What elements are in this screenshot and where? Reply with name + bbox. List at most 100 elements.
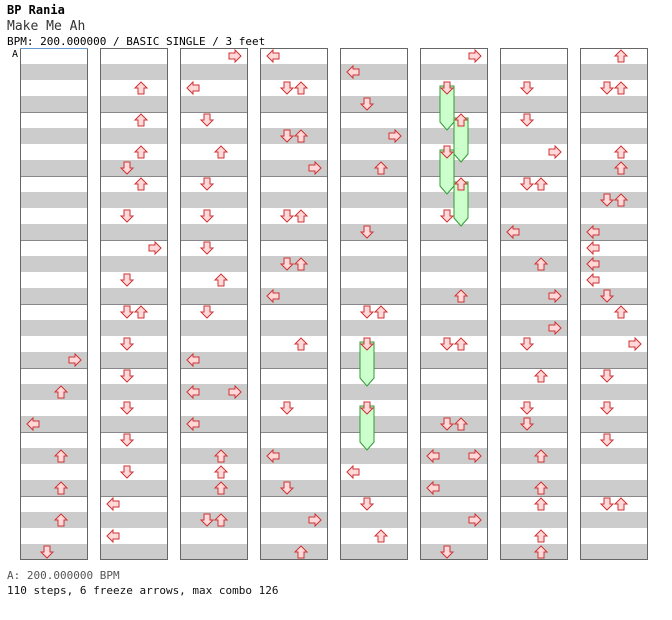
beat-stripe [180, 384, 248, 400]
step-arrow-left [266, 288, 280, 304]
step-arrow-right [68, 352, 82, 368]
beat-stripe [180, 256, 248, 272]
step-arrow-left [26, 416, 40, 432]
beat-stripe [20, 96, 88, 112]
step-arrow-up [613, 161, 629, 175]
beat-stripe [20, 224, 88, 240]
beat-stripe [180, 480, 248, 496]
beat-stripe [100, 224, 168, 240]
step-arrow-up [53, 481, 69, 495]
step-arrow-right [388, 128, 402, 144]
beat-stripe [500, 384, 568, 400]
step-arrow-up [533, 257, 549, 271]
beat-stripe [580, 224, 648, 240]
step-arrow-left [346, 464, 360, 480]
beat-stripe [420, 64, 488, 80]
step-arrow-down [359, 225, 375, 239]
step-arrow-up [453, 337, 469, 351]
beat-stripe [260, 352, 328, 368]
step-arrow-right [148, 240, 162, 256]
beat-stripe [340, 256, 408, 272]
step-arrow-up [613, 497, 629, 511]
beat-stripe [500, 288, 568, 304]
beat-stripe [260, 320, 328, 336]
chart-column [500, 48, 568, 560]
beat-stripe [500, 160, 568, 176]
step-arrow-down [199, 209, 215, 223]
step-arrow-left [586, 272, 600, 288]
chart-column [580, 48, 648, 560]
beat-stripe [580, 160, 648, 176]
step-arrow-up [533, 497, 549, 511]
beat-stripe [260, 192, 328, 208]
step-arrow-right [468, 448, 482, 464]
step-arrow-down [599, 81, 615, 95]
step-arrow-up [613, 193, 629, 207]
beat-stripe [180, 128, 248, 144]
beat-stripe [260, 96, 328, 112]
step-arrow-down [439, 337, 455, 351]
step-arrow-down [439, 417, 455, 431]
step-arrow-down [119, 337, 135, 351]
step-arrow-up [373, 161, 389, 175]
beat-stripe [340, 64, 408, 80]
bpm-change-label: A [12, 49, 18, 60]
step-arrow-left [586, 240, 600, 256]
step-arrow-down [599, 369, 615, 383]
freeze-arrow-head [359, 401, 375, 415]
beat-stripe [420, 224, 488, 240]
step-arrow-right [308, 512, 322, 528]
step-arrow-down [199, 513, 215, 527]
freeze-arrow-head [453, 113, 469, 127]
beat-stripe [580, 320, 648, 336]
step-arrow-left [106, 496, 120, 512]
step-arrow-up [373, 305, 389, 319]
beat-stripe [180, 288, 248, 304]
step-arrow-up [133, 145, 149, 159]
beat-stripe [260, 384, 328, 400]
beat-stripe [20, 128, 88, 144]
beat-stripe [100, 416, 168, 432]
step-arrow-down [119, 273, 135, 287]
step-arrow-right [468, 48, 482, 64]
step-arrow-down [519, 337, 535, 351]
step-arrow-down [119, 305, 135, 319]
beat-stripe [20, 480, 88, 496]
beat-stripe [500, 64, 568, 80]
step-arrow-down [279, 129, 295, 143]
beat-stripe [420, 352, 488, 368]
beat-stripe [20, 448, 88, 464]
beat-stripe [260, 448, 328, 464]
step-arrow-down [119, 433, 135, 447]
beat-stripe [100, 544, 168, 560]
step-arrow-down [119, 209, 135, 223]
beat-stripe [260, 544, 328, 560]
beat-stripe [500, 544, 568, 560]
step-arrow-down [279, 481, 295, 495]
step-arrow-down [119, 369, 135, 383]
step-arrow-down [359, 97, 375, 111]
step-arrow-left [106, 528, 120, 544]
step-arrow-left [266, 48, 280, 64]
step-arrow-up [213, 273, 229, 287]
beat-stripe [100, 320, 168, 336]
column-border [580, 48, 648, 560]
beat-stripe [20, 384, 88, 400]
step-arrow-up [293, 257, 309, 271]
step-arrow-up [213, 481, 229, 495]
beat-stripe [180, 224, 248, 240]
step-arrow-up [533, 529, 549, 543]
beat-stripe [580, 96, 648, 112]
beat-stripe [500, 320, 568, 336]
beat-stripe [580, 544, 648, 560]
beat-stripe [580, 416, 648, 432]
beat-stripe [100, 448, 168, 464]
step-arrow-right [468, 512, 482, 528]
beat-stripe [580, 352, 648, 368]
column-border [340, 48, 408, 560]
beat-stripe [500, 256, 568, 272]
freeze-arrow-body [439, 149, 455, 195]
step-arrow-up [53, 385, 69, 399]
step-arrow-up [373, 529, 389, 543]
step-arrow-down [199, 177, 215, 191]
